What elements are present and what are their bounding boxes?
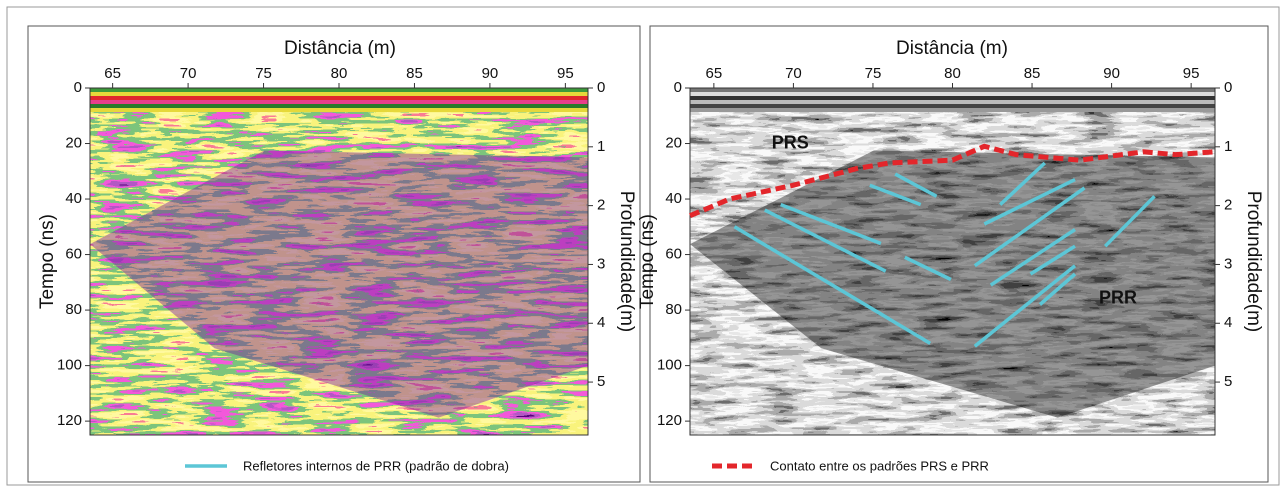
x-tick-label: 80 <box>944 65 961 82</box>
surface-band <box>90 108 588 112</box>
x-tick-label: 75 <box>255 65 272 82</box>
y-tick-label: 60 <box>665 246 682 263</box>
surface-band <box>90 96 588 100</box>
annotation: PRS <box>772 132 809 152</box>
x-tick-label: 65 <box>104 65 121 82</box>
surface-band <box>690 100 1215 104</box>
surface-band <box>90 92 588 96</box>
y2-tick-label: 1 <box>597 138 605 155</box>
surface-band <box>90 100 588 104</box>
y2-tick-label: 2 <box>1224 197 1232 214</box>
y-tick-label: 20 <box>65 134 82 151</box>
y2-tick-label: 0 <box>1224 79 1232 96</box>
surface-band <box>690 108 1215 112</box>
y-tick-label: 0 <box>674 79 682 96</box>
surface-band <box>690 96 1215 100</box>
y-axis-label: Tempo (ns) <box>37 214 58 309</box>
legend-label: Contato entre os padrões PRS e PRR <box>770 458 989 473</box>
x-tick-label: 65 <box>706 65 723 82</box>
surface-band <box>690 92 1215 96</box>
y-tick-label: 40 <box>65 190 82 207</box>
surface-band <box>690 88 1215 92</box>
radargram-image <box>690 88 1215 435</box>
y2-tick-label: 0 <box>597 79 605 96</box>
x-axis-label: Distância (m) <box>284 38 396 59</box>
y2-tick-label: 2 <box>597 197 605 214</box>
y-tick-label: 80 <box>665 301 682 318</box>
surface-band <box>690 104 1215 108</box>
y-tick-label: 120 <box>657 412 682 429</box>
y2-tick-label: 1 <box>1224 138 1232 155</box>
panel-frame <box>649 25 1269 483</box>
y2-axis-label: Profundidade(m) <box>616 191 637 333</box>
surface-band <box>90 104 588 108</box>
x-tick-label: 70 <box>785 65 802 82</box>
x-tick-label: 95 <box>1183 65 1200 82</box>
surface-band <box>90 88 588 92</box>
y-tick-label: 80 <box>65 301 82 318</box>
y2-tick-label: 3 <box>597 255 605 272</box>
outer-frame <box>6 6 1280 486</box>
legend-label: Refletores internos de PRR (padrão de do… <box>243 458 509 473</box>
x-tick-label: 85 <box>406 65 423 82</box>
shaded-region <box>90 150 588 418</box>
y-tick-label: 60 <box>65 246 82 263</box>
y2-tick-label: 4 <box>597 314 605 331</box>
x-tick-label: 90 <box>482 65 499 82</box>
x-tick-label: 90 <box>1103 65 1120 82</box>
panel-frame <box>27 25 641 483</box>
y2-tick-label: 3 <box>1224 255 1232 272</box>
y2-axis-label: Profundidade(m) <box>1243 191 1264 333</box>
y2-tick-label: 5 <box>1224 373 1232 390</box>
y-tick-label: 40 <box>665 190 682 207</box>
x-tick-label: 85 <box>1024 65 1041 82</box>
y-axis-label: Tempo (ns) <box>637 214 658 309</box>
y-tick-label: 100 <box>57 357 82 374</box>
y-tick-label: 120 <box>57 412 82 429</box>
contact-line <box>689 143 1216 219</box>
x-axis-label: Distância (m) <box>896 38 1008 59</box>
y-tick-label: 0 <box>74 79 82 96</box>
y-tick-label: 100 <box>657 357 682 374</box>
x-tick-label: 95 <box>557 65 574 82</box>
annotation: PRR <box>1099 288 1137 308</box>
shaded-region <box>690 150 1215 418</box>
y2-tick-label: 4 <box>1224 314 1232 331</box>
reflector-line <box>733 161 1156 348</box>
x-tick-label: 80 <box>331 65 348 82</box>
x-tick-label: 70 <box>180 65 197 82</box>
y-tick-label: 20 <box>665 134 682 151</box>
y2-tick-label: 5 <box>597 373 605 390</box>
x-tick-label: 75 <box>865 65 882 82</box>
radargram-image <box>90 88 588 435</box>
